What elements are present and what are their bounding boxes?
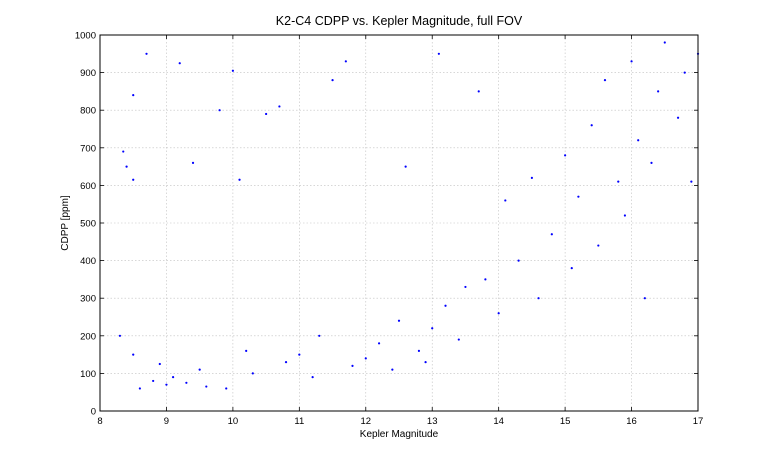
data-point <box>437 52 440 55</box>
data-point <box>617 180 620 183</box>
data-point <box>284 361 288 364</box>
x-axis-label: Kepler Magnitude <box>360 429 439 440</box>
data-point <box>657 90 660 93</box>
data-point <box>663 41 666 44</box>
data-point <box>477 90 480 93</box>
data-point <box>623 214 627 217</box>
data-point <box>298 353 301 356</box>
data-point <box>417 349 421 352</box>
data-point <box>431 327 434 330</box>
data-point <box>364 357 367 360</box>
data-point <box>564 154 567 157</box>
x-tick-label: 12 <box>360 416 371 427</box>
y-tick-label: 700 <box>80 143 96 154</box>
data-point <box>397 319 401 322</box>
data-point <box>145 52 148 55</box>
y-tick-label: 300 <box>80 294 96 305</box>
data-point <box>517 259 520 262</box>
data-point <box>178 62 181 65</box>
data-point <box>205 385 208 388</box>
data-point <box>132 178 135 181</box>
data-point <box>457 338 460 341</box>
data-point <box>122 150 125 153</box>
data-point <box>377 342 381 345</box>
data-point <box>504 199 507 202</box>
data-point <box>676 116 680 119</box>
data-point <box>570 267 573 270</box>
y-tick-label: 900 <box>80 68 96 79</box>
y-axis-label: CDPP [ppm] <box>60 195 71 251</box>
y-tick-label: 600 <box>80 181 96 192</box>
data-point <box>251 372 254 375</box>
data-point <box>318 334 321 337</box>
data-point <box>497 312 500 315</box>
x-tick-label: 11 <box>294 416 304 427</box>
data-point <box>278 105 281 108</box>
data-point <box>198 368 201 371</box>
data-point <box>577 195 580 198</box>
data-point <box>185 381 188 384</box>
grid <box>100 35 698 411</box>
data-point <box>344 60 347 63</box>
data-point <box>311 376 314 379</box>
y-tick-label: 500 <box>80 219 96 230</box>
y-tick-label: 0 <box>91 407 96 418</box>
data-point <box>464 285 467 289</box>
data-point <box>391 368 394 371</box>
data-point <box>132 94 135 97</box>
y-tick-label: 400 <box>80 256 96 267</box>
data-point <box>138 387 141 390</box>
data-point <box>225 387 228 390</box>
x-tick-label: 10 <box>228 416 239 427</box>
y-tick-label: 1000 <box>75 31 96 42</box>
data-point <box>231 69 234 72</box>
data-point <box>537 297 540 300</box>
data-point <box>630 60 633 63</box>
axis-ticks: 8 9 10 11 12 13 14 15 16 17 0 100 200 300 400 500 600 700… <box>75 31 703 428</box>
data-point <box>238 178 241 181</box>
data-point <box>158 362 161 366</box>
data-point <box>550 233 553 236</box>
data-point <box>218 109 221 112</box>
data-point <box>444 304 447 307</box>
y-tick-label: 200 <box>80 331 96 342</box>
data-point <box>245 349 248 352</box>
data-point <box>637 139 640 142</box>
data-points <box>118 41 700 390</box>
x-tick-label: 15 <box>560 416 571 427</box>
data-point <box>165 383 168 386</box>
data-point <box>683 71 686 74</box>
x-tick-label: 17 <box>693 416 704 427</box>
data-point <box>132 353 135 356</box>
data-point <box>152 379 155 383</box>
data-point <box>590 124 593 127</box>
y-tick-label: 100 <box>80 369 96 380</box>
data-point <box>650 161 653 164</box>
data-point <box>351 364 354 367</box>
data-point <box>171 376 175 379</box>
x-tick-label: 13 <box>427 416 438 427</box>
chart-title: K2-C4 CDPP vs. Kepler Magnitude, full FO… <box>276 14 523 28</box>
data-point <box>597 244 600 247</box>
data-point <box>331 79 334 82</box>
y-tick-label: 800 <box>80 106 96 117</box>
x-tick-label: 14 <box>493 416 504 427</box>
x-tick-label: 8 <box>97 416 102 427</box>
data-point <box>191 161 195 164</box>
data-point <box>530 176 533 179</box>
data-point <box>265 112 268 116</box>
data-point <box>603 79 607 82</box>
data-point <box>404 165 407 168</box>
x-tick-label: 9 <box>164 416 169 427</box>
data-point <box>690 180 693 183</box>
data-point <box>484 278 487 281</box>
data-point <box>643 297 646 300</box>
data-point <box>125 165 128 168</box>
x-tick-label: 16 <box>626 416 637 427</box>
data-point <box>424 361 427 364</box>
data-point <box>118 334 122 337</box>
